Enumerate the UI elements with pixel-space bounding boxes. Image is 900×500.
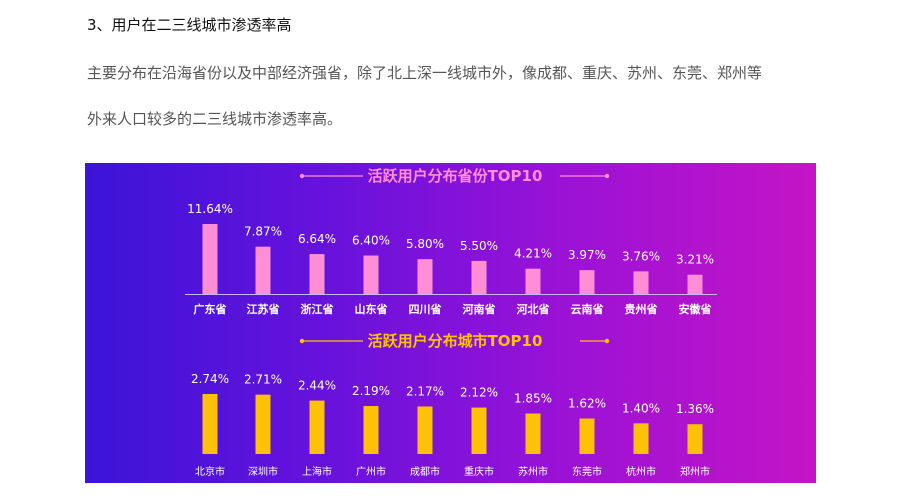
province-bar <box>202 224 218 294</box>
province-value-label: 5.50% <box>460 239 498 253</box>
province-value-label: 3.97% <box>568 248 606 262</box>
province-bar <box>579 270 595 294</box>
province-bar <box>525 268 541 294</box>
city-value-label: 1.85% <box>514 391 552 405</box>
city-bar <box>687 424 703 454</box>
city-category-label: 北京市 <box>195 465 225 478</box>
province-category-label: 云南省 <box>571 302 604 316</box>
province-bar <box>687 274 703 294</box>
paragraph-line-2: 外来人口较多的二三线城市渗透率高。 <box>87 110 343 128</box>
province-category-label: 浙江省 <box>301 302 334 316</box>
city-bar <box>579 418 595 454</box>
city-category-label: 杭州市 <box>626 465 656 478</box>
city-bar <box>417 406 433 454</box>
province-chart-title: 活跃用户分布省份TOP10 <box>368 167 543 185</box>
city-chart: 活跃用户分布城市TOP10 2.74% 北京市 2.71% 深圳市 2.44% 上海市 2.1… <box>191 332 714 478</box>
province-bar <box>363 255 379 294</box>
province-value-label: 6.40% <box>352 234 390 248</box>
city-title-dot-right <box>604 338 610 344</box>
province-value-label: 3.76% <box>622 249 660 263</box>
city-category-label: 苏州市 <box>518 465 548 478</box>
province-category-label: 贵州省 <box>625 302 658 316</box>
city-category-label: 深圳市 <box>248 465 278 478</box>
section-heading: 3、用户在二三线城市渗透率高 <box>87 16 292 34</box>
city-value-label: 1.36% <box>676 402 714 416</box>
province-category-label: 江苏省 <box>247 302 280 316</box>
bar-charts: 活跃用户分布省份TOP10 11.64% 广东省 7.87% 江苏省 6.64% 浙江省 6.… <box>185 167 717 478</box>
city-category-label: 广州市 <box>356 465 386 478</box>
province-value-label: 11.64% <box>187 202 233 216</box>
province-bar <box>471 260 487 294</box>
city-value-label: 2.74% <box>191 372 229 386</box>
city-category-label: 成都市 <box>410 465 440 478</box>
province-category-label: 广东省 <box>194 302 227 316</box>
province-bar <box>309 254 325 294</box>
city-bar <box>471 407 487 454</box>
city-title-dot-left <box>299 338 305 344</box>
province-value-label: 3.21% <box>676 253 714 267</box>
province-title-dot-right <box>604 173 610 179</box>
city-category-label: 郑州市 <box>680 465 710 478</box>
city-category-label: 上海市 <box>302 465 332 478</box>
city-bar <box>255 394 271 454</box>
city-bar <box>363 406 379 454</box>
province-chart: 活跃用户分布省份TOP10 11.64% 广东省 7.87% 江苏省 6.64% 浙江省 6.… <box>185 167 717 316</box>
city-value-label: 2.12% <box>460 386 498 400</box>
province-category-label: 山东省 <box>355 302 388 316</box>
city-value-label: 2.17% <box>406 384 444 398</box>
province-bar <box>255 246 271 294</box>
city-bar <box>202 394 218 454</box>
paragraph-line-1: 主要分布在沿海省份以及中部经济强省，除了北上深一线城市外，像成都、重庆、苏州、东… <box>87 64 763 82</box>
city-value-label: 2.71% <box>244 373 282 387</box>
province-title-dot-left <box>299 173 305 179</box>
city-value-label: 2.44% <box>298 379 336 393</box>
city-value-label: 1.62% <box>568 397 606 411</box>
province-bar <box>633 271 649 294</box>
province-value-label: 5.80% <box>406 237 444 251</box>
province-category-label: 四川省 <box>409 302 442 316</box>
province-bar <box>417 259 433 294</box>
city-bar <box>525 413 541 454</box>
city-chart-title: 活跃用户分布城市TOP10 <box>368 332 543 350</box>
province-category-label: 河南省 <box>463 302 496 316</box>
city-category-label: 东莞市 <box>572 465 602 478</box>
chart-image: 活跃用户分布省份TOP10 11.64% 广东省 7.87% 江苏省 6.64% 浙江省 6.… <box>85 163 816 483</box>
city-value-label: 1.40% <box>622 401 660 415</box>
city-category-label: 重庆市 <box>464 465 494 478</box>
province-value-label: 7.87% <box>244 225 282 239</box>
city-bar <box>633 423 649 454</box>
province-value-label: 4.21% <box>514 247 552 261</box>
province-value-label: 6.64% <box>298 232 336 246</box>
city-value-label: 2.19% <box>352 384 390 398</box>
province-category-label: 安徽省 <box>679 302 712 316</box>
province-category-label: 河北省 <box>517 302 550 316</box>
city-bar <box>309 400 325 454</box>
